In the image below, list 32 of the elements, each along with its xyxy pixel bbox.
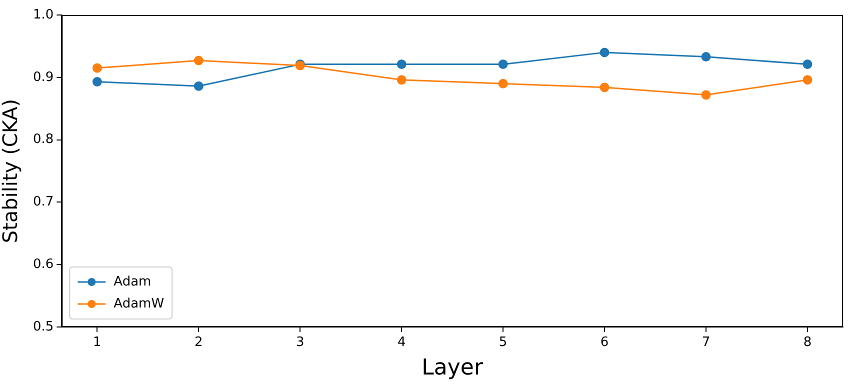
- x-tick-label: 8: [803, 335, 812, 350]
- x-tick-label: 6: [600, 335, 609, 350]
- x-axis-title: Layer: [422, 356, 484, 381]
- y-tick-label: 0.5: [32, 319, 54, 334]
- legend-label: AdamW: [114, 296, 164, 312]
- point: [498, 78, 508, 88]
- x-tick-label: 1: [93, 335, 102, 350]
- x-tick-label: 4: [397, 335, 406, 350]
- point: [802, 60, 812, 70]
- y-tick-label: 0.8: [32, 132, 54, 148]
- point: [701, 52, 711, 62]
- x-tick-label: 2: [194, 335, 203, 350]
- point: [396, 75, 406, 85]
- point: [92, 77, 102, 87]
- point: [396, 60, 406, 70]
- point: [498, 60, 508, 70]
- y-tick-label: 0.6: [32, 256, 54, 272]
- point: [194, 56, 204, 66]
- x-tick-label: 7: [702, 335, 710, 350]
- point: [194, 81, 204, 91]
- x-tick-label: 5: [498, 335, 508, 350]
- x-tick-label: 3: [296, 335, 304, 350]
- point: [600, 48, 610, 58]
- y-tick-label: 1.0: [32, 7, 54, 22]
- point: [92, 63, 102, 73]
- point: [701, 90, 711, 100]
- y-axis-title: Stability (CKA): [0, 98, 22, 244]
- y-tick-label: 0.9: [32, 70, 54, 85]
- y-tick-label: 0.7: [32, 194, 54, 210]
- legend-label: Adam: [114, 274, 152, 290]
- point: [802, 75, 812, 85]
- point: [600, 82, 610, 92]
